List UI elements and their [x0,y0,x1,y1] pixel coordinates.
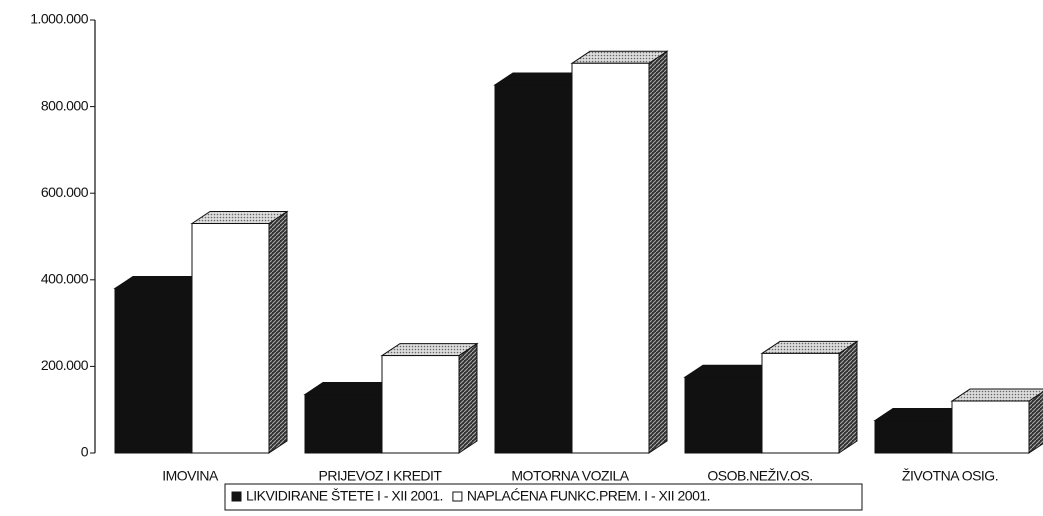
legend-swatch [231,491,242,502]
bar [761,352,840,454]
bar-side [838,340,858,454]
legend-box [224,483,863,511]
x-tick-label: IMOVINA [162,468,219,484]
legend-label: NAPLAĆENA FUNKC.PREM. I - XII 2001. [467,488,710,504]
legend-swatch [452,491,463,502]
bar [684,376,763,454]
bar [381,355,460,454]
y-tick-label: 800.000 [41,97,89,113]
y-tick-label: 1.000.000 [30,11,88,27]
bar-side [268,210,288,454]
bar [114,287,193,454]
bar-top [950,388,1043,402]
bar [304,394,383,454]
bar [571,62,650,454]
x-tick-label: PRIJEVOZ I KREDIT [319,468,443,484]
bar [191,223,270,454]
x-tick-label: ŽIVOTNA OSIG. [902,468,998,484]
y-tick-label: 600.000 [41,184,89,200]
y-tick-label: 200.000 [41,357,89,373]
bar [951,400,1030,454]
y-tick-label: 0 [81,444,89,460]
bar-side [648,50,668,454]
bar [494,84,573,454]
bar-side [458,342,478,454]
bar [874,420,953,454]
legend-label: LIKVIDIRANE ŠTETE I - XII 2001. [246,488,443,504]
x-tick-label: MOTORNA VOZILA [511,468,629,484]
y-tick-label: 400.000 [41,271,89,287]
x-tick-label: OSOB.NEŽIV.OS. [707,468,812,484]
